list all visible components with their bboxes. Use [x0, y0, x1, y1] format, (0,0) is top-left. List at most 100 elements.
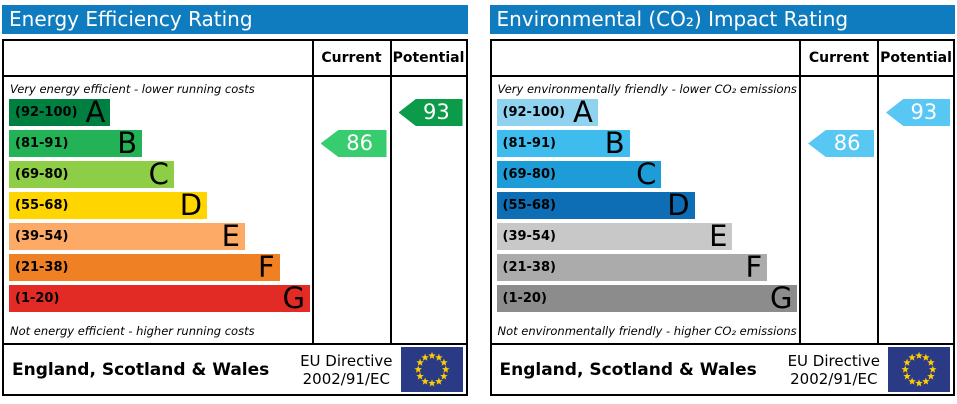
band-b: (81-91) B — [496, 126, 630, 160]
band-grade: F — [258, 250, 275, 284]
band-grade: C — [148, 157, 169, 191]
potential-arrow: 93 — [398, 99, 463, 126]
rating-grid: Current Potential Very environmentally f… — [491, 41, 953, 343]
eu-flag-star — [415, 358, 424, 366]
region-label: England, Scotland & Wales — [12, 359, 270, 380]
eu-directive-line1: EU Directive — [300, 351, 393, 370]
eu-flag-star — [927, 358, 935, 366]
band-range: (92-100) — [502, 105, 566, 120]
band-range: (1-20) — [15, 291, 60, 306]
eu-flag-star — [441, 365, 450, 373]
band-d: (55-68) D — [496, 188, 695, 222]
eu-flag-star — [420, 353, 429, 361]
eu-flag-star — [929, 365, 937, 373]
environmental-impact-panel: Environmental (CO₂) Impact Rating Curren… — [489, 5, 955, 396]
top-note: Very environmentally friendly - lower CO… — [497, 82, 797, 96]
band-range: (1-20) — [502, 291, 547, 306]
band-grade: A — [85, 95, 106, 129]
eu-directive-label: EU Directive 2002/91/EC — [300, 352, 392, 388]
potential-column-header: Potential — [877, 41, 953, 77]
current-arrow: 86 — [808, 130, 874, 157]
current-arrow: 86 — [320, 130, 387, 157]
rating-grid: Current Potential Very energy efficient … — [4, 41, 466, 343]
band-range: (55-68) — [502, 198, 556, 213]
band-range: (55-68) — [15, 198, 69, 213]
potential-column-header: Potential — [389, 41, 466, 77]
band-grade: C — [636, 157, 657, 191]
band-grade: G — [282, 281, 305, 315]
panel-footer: England, Scotland & Wales EU Directive 2… — [4, 343, 466, 394]
eu-flag-icon — [400, 347, 463, 392]
eu-flag-star — [439, 372, 448, 380]
eu-flag-star — [415, 372, 424, 380]
panel-title: Energy Efficiency Rating — [2, 5, 468, 34]
band-range: (92-100) — [15, 105, 78, 120]
band-grade: E — [709, 219, 728, 253]
band-chart: Very environmentally friendly - lower CO… — [492, 77, 800, 343]
header-spacer — [491, 41, 799, 77]
eu-flag-star — [439, 358, 448, 366]
eu-flag-star — [927, 372, 935, 380]
eu-flag-star — [413, 365, 422, 373]
eu-flag-icon — [888, 347, 950, 392]
current-column-header: Current — [799, 41, 877, 77]
potential-arrow-column: 93 — [877, 77, 953, 343]
rating-box: Current Potential Very environmentally f… — [489, 39, 955, 396]
band-grade: E — [221, 219, 240, 253]
eu-directive-line2: 2002/91/EC — [302, 369, 390, 388]
eu-flag-star — [903, 358, 911, 366]
band-range: (81-91) — [15, 136, 69, 151]
band-grade: B — [604, 126, 625, 160]
eu-flag-star — [908, 377, 916, 385]
eu-flag-star — [908, 353, 916, 361]
band-f: (21-38) F — [9, 250, 280, 284]
panel-footer: England, Scotland & Wales EU Directive 2… — [491, 343, 953, 394]
current-arrow-column: 86 — [799, 77, 877, 343]
panel-title: Environmental (CO₂) Impact Rating — [489, 5, 955, 34]
current-column-header: Current — [311, 41, 390, 77]
eu-directive-line2: 2002/91/EC — [790, 369, 878, 388]
band-range: (81-91) — [502, 136, 556, 151]
eu-flag-star — [922, 377, 930, 385]
band-grade: F — [745, 250, 763, 284]
band-range: (69-80) — [15, 167, 69, 182]
energy-efficiency-panel: Energy Efficiency Rating Current Potenti… — [2, 5, 468, 396]
band-f: (21-38) F — [496, 250, 768, 284]
band-e: (39-54) E — [496, 219, 733, 253]
eu-directive-label: EU Directive 2002/91/EC — [788, 352, 880, 388]
band-a: (92-100) A — [9, 95, 111, 129]
band-grade: B — [117, 126, 138, 160]
band-e: (39-54) E — [9, 219, 245, 253]
bottom-note: Not energy efficient - higher running co… — [10, 324, 255, 338]
band-grade: D — [179, 188, 203, 222]
band-g: (1-20) G — [9, 281, 310, 315]
eu-flag-star — [420, 377, 429, 385]
eu-flag-star — [434, 377, 443, 385]
eu-directive-line1: EU Directive — [787, 351, 880, 370]
band-grade: G — [770, 281, 793, 315]
region-label: England, Scotland & Wales — [499, 359, 757, 380]
eu-flag-star — [901, 365, 909, 373]
eu-flag-star — [434, 353, 443, 361]
band-a: (92-100) A — [496, 98, 598, 127]
band-range: (69-80) — [502, 167, 556, 182]
band-range: (39-54) — [502, 229, 556, 244]
band-chart: Very energy efficient - lower running co… — [4, 77, 312, 343]
top-note: Very energy efficient - lower running co… — [10, 82, 255, 96]
eu-flag-star — [427, 379, 436, 387]
band-g: (1-20) G — [496, 281, 798, 315]
eu-flag-star — [922, 353, 930, 361]
eu-flag-star — [903, 372, 911, 380]
band-grade: D — [667, 188, 690, 222]
rating-box: Current Potential Very energy efficient … — [2, 39, 468, 396]
band-list: (92-100) A (81-91) B (69-80) C (55-68) D (39-54)… — [4, 95, 312, 315]
current-arrow-column: 86 — [311, 77, 390, 343]
band-b: (81-91) B — [9, 126, 143, 160]
eu-flag-star — [427, 351, 436, 359]
band-list: (92-100) A (81-91) B (69-80) C (55-68) D (39-54)… — [492, 98, 800, 315]
potential-arrow-column: 93 — [389, 77, 466, 343]
potential-arrow: 93 — [886, 99, 950, 126]
eu-flag-star — [915, 379, 923, 387]
eu-flag-star — [915, 351, 923, 359]
